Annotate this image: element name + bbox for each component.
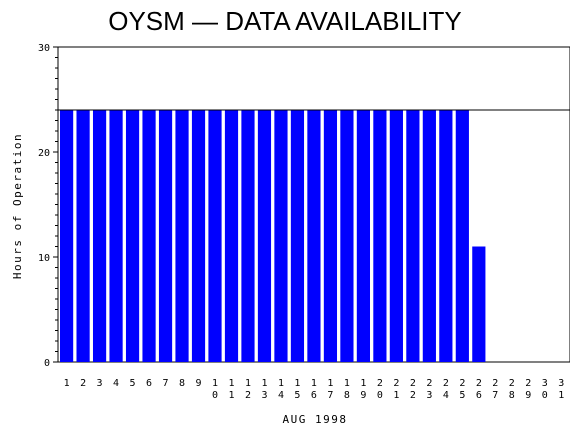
bar-day-25	[455, 110, 469, 362]
bar-day-14	[274, 110, 288, 362]
bar-day-5	[125, 110, 140, 362]
bar-day-12	[241, 110, 255, 362]
y-axis-label-group: Hours of Operation	[11, 133, 24, 279]
x-tick-label-8: 8	[179, 378, 185, 389]
x-tick-label-4: 4	[113, 378, 119, 389]
x-ticks-group: 1 2 3 4 5 6 7 8 9 1 01 11 21 31 41 51 61 71 81 92 02 12 22 32 42…	[64, 378, 565, 401]
bar-day-19	[356, 110, 370, 362]
y-tick-label: 20	[38, 148, 50, 159]
bar-day-20	[373, 110, 387, 362]
bar-day-24	[439, 110, 453, 362]
bar-day-13	[257, 110, 272, 362]
x-tick-label-1: 1	[64, 378, 70, 389]
bar-day-6	[142, 110, 156, 362]
x-tick-label-9: 9	[195, 378, 201, 389]
y-tick-label: 30	[38, 43, 50, 54]
y-tick-label: 0	[44, 358, 50, 369]
bar-day-23	[422, 110, 436, 362]
bar-day-9	[191, 110, 206, 362]
x-axis-label: AUG 1998	[283, 413, 348, 426]
y-axis-label: Hours of Operation	[11, 133, 24, 279]
bar-day-2	[76, 110, 90, 362]
x-tick-label-6: 6	[146, 378, 152, 389]
y-tick-label: 10	[38, 253, 50, 264]
bar-day-26	[472, 246, 486, 362]
bar-day-22	[406, 110, 420, 362]
bar-day-15	[290, 110, 305, 362]
x-tick-label-7: 7	[163, 378, 169, 389]
bar-day-3	[92, 110, 107, 362]
bar-day-11	[224, 110, 239, 362]
bar-day-10	[208, 110, 222, 362]
y-ticks-group: 0 10 20 30	[38, 43, 58, 369]
bars-group	[60, 110, 486, 362]
x-tick-label-2: 2	[80, 378, 86, 389]
bar-day-21	[389, 110, 403, 362]
x-tick-label-3: 3	[97, 378, 103, 389]
bar-day-8	[175, 110, 189, 362]
x-tick-label-5: 5	[130, 378, 136, 389]
bar-day-18	[340, 110, 354, 362]
chart-title: OYSM — DATA AVAILABILITY	[108, 6, 462, 36]
bar-day-4	[109, 110, 123, 362]
bar-day-17	[323, 110, 338, 362]
bar-day-1	[60, 110, 74, 362]
bar-day-16	[307, 110, 321, 362]
bar-day-7	[158, 110, 173, 362]
